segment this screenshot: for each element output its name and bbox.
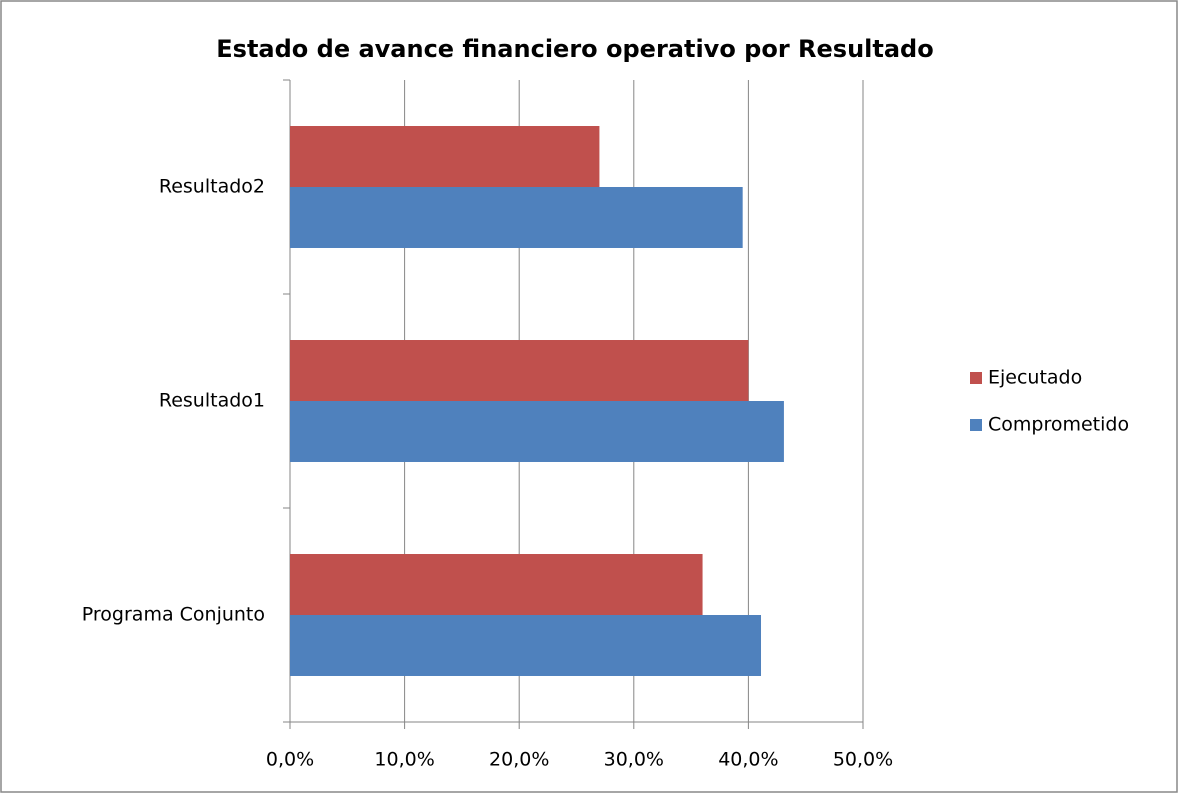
x-tick-label: 10,0% [374, 749, 434, 771]
y-tick-label: Resultado2 [159, 176, 265, 198]
x-tick-label: 20,0% [489, 749, 549, 771]
y-tick-label: Resultado1 [159, 390, 265, 412]
legend-swatch [970, 419, 982, 431]
x-tick-label: 40,0% [718, 749, 778, 771]
x-tick-label: 30,0% [604, 749, 664, 771]
legend-label: Ejecutado [988, 367, 1082, 389]
y-tick-label: Programa Conjunto [82, 604, 265, 626]
bar [290, 187, 743, 248]
bar [290, 615, 762, 676]
chart-title: Estado de avance financiero operativo po… [216, 35, 933, 63]
bar [290, 340, 749, 401]
x-tick-label: 50,0% [833, 749, 893, 771]
x-tick-label: 0,0% [266, 749, 314, 771]
bar [290, 401, 784, 462]
bar [290, 554, 703, 615]
legend-swatch [970, 372, 982, 384]
legend-label: Comprometido [988, 414, 1129, 436]
bar [290, 126, 600, 187]
